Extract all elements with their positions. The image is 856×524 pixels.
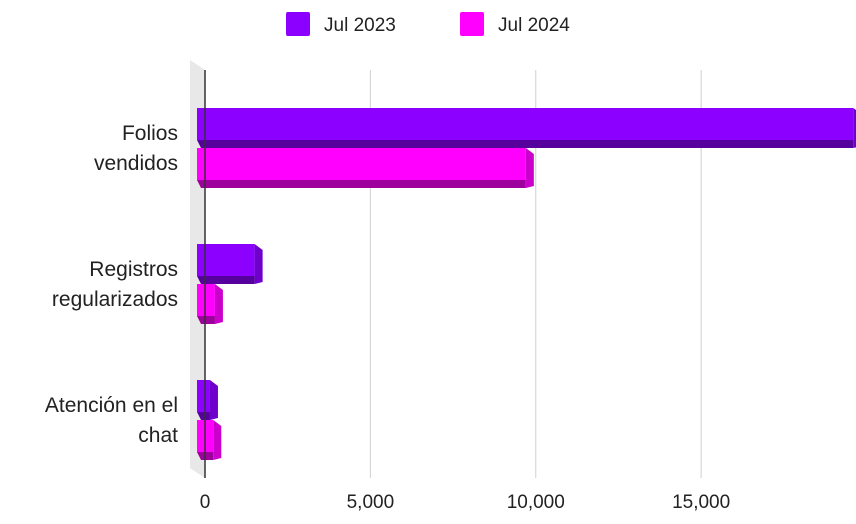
legend-swatch [286,12,310,36]
category-label-line: Folios [122,122,178,145]
bar-front [197,284,215,316]
x-tick-label: 5,000 [347,492,395,513]
legend-item: Jul 2023 [286,12,396,36]
bar-end [214,284,223,324]
bar-front [197,148,526,180]
bar-front [197,380,210,412]
bar [197,108,856,148]
x-tick-label: 0 [200,492,211,513]
bar-bottom [197,140,854,148]
category-label-line: chat [138,424,178,447]
category-label-line: regularizados [52,288,178,311]
category-label-line: vendidos [94,152,178,175]
legend-item: Jul 2024 [460,12,570,36]
legend-label: Jul 2023 [324,15,396,36]
bar-bottom [197,316,215,324]
bar [197,284,223,324]
bar [197,244,263,284]
category-label-line: Atención en el [45,394,178,417]
legend: Jul 2023 Jul 2024 [286,12,570,36]
bar-bottom [197,180,526,188]
bar-end [853,108,856,148]
bar-bottom [197,412,210,420]
bar [197,380,218,420]
category-labels: Folios vendidos Registros regularizados Aten… [45,122,178,447]
x-tick-label: 15,000 [672,492,730,513]
category-label-line: Registros [89,258,178,281]
bar-end [209,380,218,420]
bar [197,420,222,460]
bar [197,148,534,188]
bar-end [254,244,263,284]
category-label: Registros regularizados [52,258,178,311]
bars [197,108,856,460]
category-label: Atención en el chat [45,394,178,447]
bar-end [525,148,534,188]
x-tick-labels: 0 5,000 10,000 15,000 [200,492,731,513]
bar-front [197,108,854,140]
x-tick-label: 10,000 [507,492,565,513]
bar-end [213,420,222,460]
legend-label: Jul 2024 [498,15,570,36]
category-label: Folios vendidos [94,122,178,175]
legend-swatch [460,12,484,36]
bar-front [197,244,255,276]
bar-bottom [197,276,255,284]
